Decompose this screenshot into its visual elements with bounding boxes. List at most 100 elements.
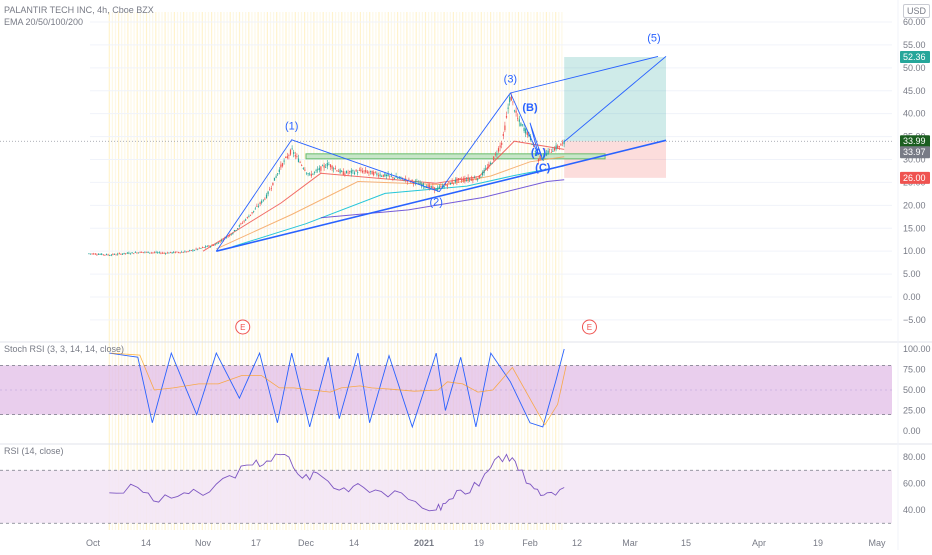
candle-body <box>270 188 272 189</box>
candle-body <box>131 252 133 254</box>
candle-body <box>301 165 303 166</box>
candle-body <box>104 254 106 256</box>
candle-body <box>448 182 450 183</box>
candle-body <box>126 252 128 254</box>
candle-body <box>101 253 103 255</box>
candle-body <box>433 187 436 191</box>
candle-body <box>470 178 472 181</box>
stoch-rsi-label[interactable]: Stoch RSI (3, 3, 14, 14, close) <box>4 344 125 354</box>
rsi-tick-label: 40.00 <box>903 505 926 515</box>
candle-body <box>489 163 492 164</box>
candle-body <box>118 253 120 255</box>
candle-body <box>563 141 565 145</box>
time-tick-label: Feb <box>522 538 538 548</box>
candle-body <box>451 181 453 184</box>
candle-body <box>499 145 501 148</box>
wave-label: (A) <box>531 147 547 159</box>
time-tick-label: Oct <box>86 538 101 548</box>
candle-body <box>337 171 340 172</box>
candle-body <box>230 234 232 236</box>
candle-body <box>121 253 124 255</box>
price-badge-label: 52.36 <box>903 52 926 62</box>
time-tick-label: 15 <box>681 538 691 548</box>
candle-body <box>510 96 512 101</box>
candle-body <box>491 163 493 165</box>
candle-body <box>99 254 101 255</box>
candle-body <box>477 178 479 180</box>
currency-label[interactable]: USD <box>903 4 931 18</box>
candle-body <box>505 116 508 118</box>
symbol-title[interactable]: PALANTIR TECH INC, 4h, Cboe BZX <box>4 5 154 15</box>
earnings-marker <box>235 319 251 335</box>
candle-body <box>549 148 551 150</box>
candle-body <box>398 177 400 179</box>
candle-body <box>149 252 151 254</box>
price-tick-label: 45.00 <box>903 86 926 96</box>
candle-body <box>438 186 440 189</box>
candle-body <box>403 180 405 182</box>
candle-body <box>109 255 111 256</box>
candle-body <box>88 253 90 255</box>
candle-body <box>91 253 93 255</box>
candle-body <box>305 172 308 174</box>
candle-body <box>264 198 266 200</box>
ema-indicator-label[interactable]: EMA 20/50/100/200 <box>4 17 84 27</box>
time-tick-label: Nov <box>195 538 212 548</box>
candle-body <box>488 164 490 167</box>
candle-body <box>480 176 482 178</box>
candle-body <box>189 250 191 252</box>
candle-body <box>411 179 413 181</box>
candle-body <box>547 150 549 155</box>
candle-body <box>408 178 410 180</box>
candle-body <box>461 179 463 181</box>
candle-body <box>112 253 114 255</box>
candle-body <box>213 245 215 246</box>
candle-body <box>142 252 144 253</box>
candle-body <box>435 188 437 191</box>
candle-body <box>171 252 173 254</box>
candle-body <box>294 155 296 157</box>
candle-body <box>384 173 386 177</box>
candle-body <box>139 251 141 253</box>
candle-body <box>89 253 92 255</box>
candle-body <box>328 164 330 166</box>
earnings-marker-label: E <box>587 323 592 332</box>
candle-body <box>406 180 408 182</box>
candle-body <box>280 164 282 168</box>
candle-body <box>302 168 304 169</box>
candle-body <box>373 172 375 176</box>
candle-body <box>128 252 130 254</box>
candle-body <box>136 252 138 254</box>
candle-body <box>531 143 533 145</box>
candle-body <box>419 182 421 185</box>
candle-body <box>561 142 564 144</box>
candle-body <box>117 253 119 255</box>
candle-body <box>518 119 520 122</box>
price-tick-label: 5.00 <box>903 269 921 279</box>
price-tick-label: 50.00 <box>903 63 926 73</box>
candle-body <box>501 142 503 145</box>
candle-body <box>523 127 525 132</box>
candle-body <box>481 172 484 176</box>
candle-body <box>349 171 351 172</box>
candle-body <box>129 253 132 255</box>
price-badge <box>900 146 930 159</box>
time-tick-label: 12 <box>572 538 582 548</box>
price-tick-label: 60.00 <box>903 17 926 27</box>
candle-body <box>179 252 181 254</box>
candle-body <box>473 177 476 179</box>
candle-body <box>113 253 116 255</box>
candle-body <box>363 170 365 172</box>
candle-body <box>366 171 368 174</box>
candle-body <box>201 247 204 248</box>
candle-body <box>285 157 287 158</box>
candle-body <box>225 237 228 239</box>
candle-body <box>341 170 343 172</box>
candle-body <box>509 97 511 103</box>
rsi-label[interactable]: RSI (14, close) <box>4 446 64 456</box>
time-tick-label: 14 <box>349 538 359 548</box>
candle-body <box>457 178 460 181</box>
candle-body <box>368 172 370 174</box>
candle-body <box>558 146 560 148</box>
